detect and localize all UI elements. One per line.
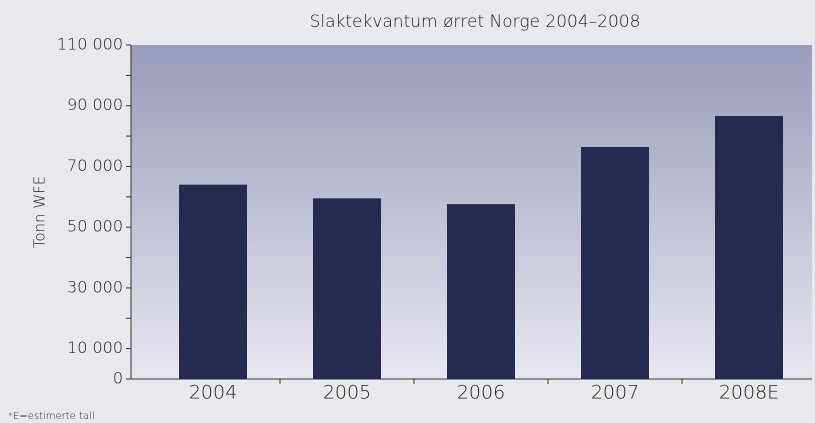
bar — [313, 198, 381, 379]
footnote: *E=estimerte tall — [8, 411, 95, 422]
y-axis-label: Tonn WFE — [31, 176, 49, 249]
y-tick-label: 50 000 — [67, 217, 123, 236]
bar — [581, 147, 649, 379]
x-tick-label: 2005 — [323, 382, 371, 404]
x-tick-label: 2004 — [189, 382, 237, 404]
chart-title: Slaktekvantum ørret Norge 2004–2008 — [310, 12, 641, 32]
y-tick-label: 10 000 — [67, 338, 123, 357]
y-tick-label: 30 000 — [67, 277, 123, 296]
x-tick-label: 2007 — [591, 382, 639, 404]
y-tick-label: 90 000 — [67, 95, 123, 114]
x-tick-label: 2008E — [719, 382, 779, 404]
y-tick-label: 110 000 — [57, 35, 123, 54]
bar — [447, 204, 515, 379]
bar — [179, 184, 247, 379]
x-tick-label: 2006 — [457, 382, 505, 404]
bar — [715, 116, 783, 380]
y-tick-label: 0 — [113, 369, 123, 388]
y-tick-label: 70 000 — [67, 156, 123, 175]
